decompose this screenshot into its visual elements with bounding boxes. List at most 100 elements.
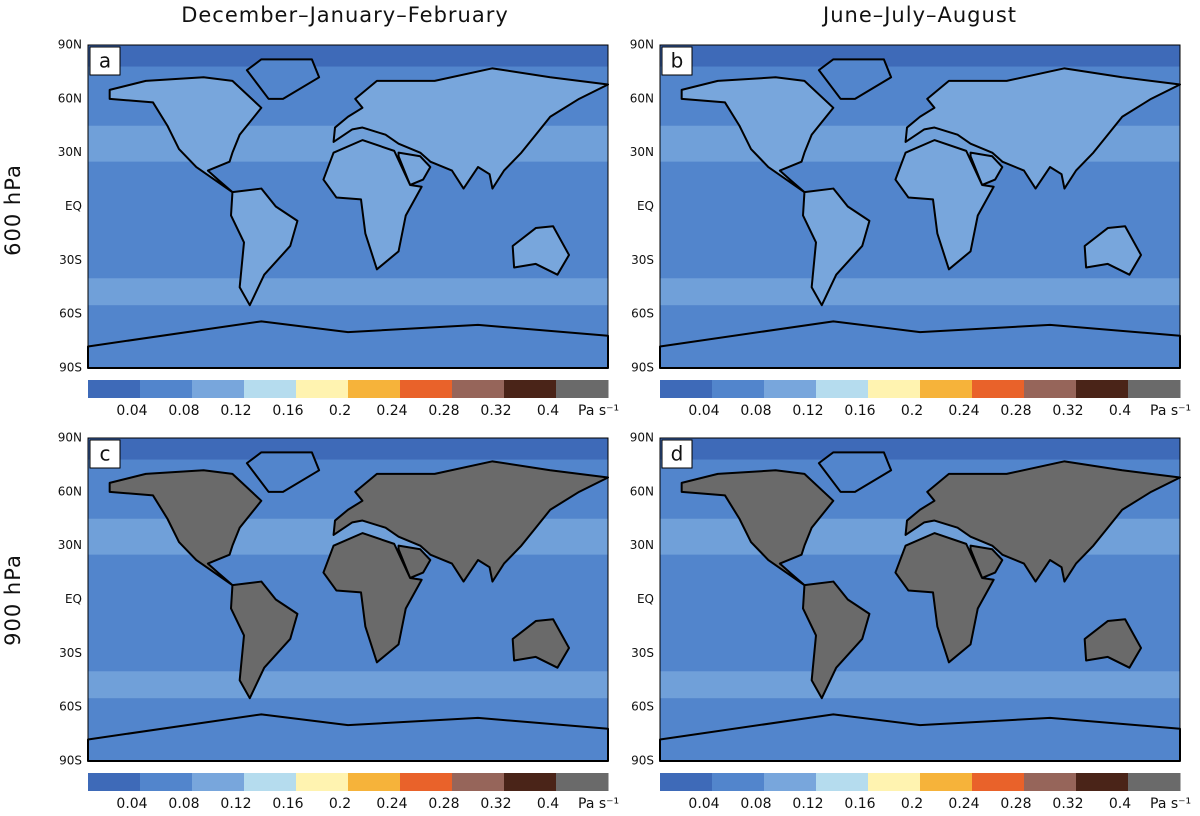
map-panel: d 90N 60N 30N EQ 30S 60S 90S 0.04 0.08 0.12 0.16 0.2… bbox=[630, 431, 1191, 813]
ocean-band bbox=[660, 278, 1180, 306]
colorbar-swatch bbox=[868, 380, 921, 398]
lat-label: 30S bbox=[631, 253, 654, 267]
panel-letter-box bbox=[661, 439, 693, 469]
colorbar-swatch bbox=[816, 380, 869, 398]
colorbar-swatch bbox=[140, 380, 193, 398]
polar-band bbox=[660, 438, 1180, 460]
continent bbox=[802, 187, 871, 307]
colorbar-swatch bbox=[244, 380, 297, 398]
colorbar-swatch bbox=[504, 773, 557, 791]
colorbar-swatch bbox=[1128, 773, 1181, 791]
colorbar-swatch bbox=[556, 773, 609, 791]
lat-label: 30N bbox=[58, 145, 82, 159]
panel-letter-box bbox=[661, 46, 693, 76]
panel-letter: d bbox=[671, 442, 684, 466]
lat-label: 90S bbox=[631, 754, 654, 768]
lat-label: 60S bbox=[59, 700, 82, 714]
continent bbox=[397, 544, 432, 579]
colorbar-tick-label: 0.04 bbox=[116, 796, 147, 812]
lat-label: 60N bbox=[58, 484, 82, 498]
colorbar-swatch bbox=[400, 773, 453, 791]
colorbar-swatch bbox=[400, 380, 453, 398]
continent bbox=[969, 151, 1004, 186]
lat-label: EQ bbox=[637, 592, 654, 606]
lat-label: 30N bbox=[58, 538, 82, 552]
lat-label: 30S bbox=[59, 253, 82, 267]
colorbar-tick-label: 0.32 bbox=[1052, 403, 1083, 419]
lat-label: 60S bbox=[631, 307, 654, 321]
colorbar-tick-label: 0.4 bbox=[537, 796, 559, 812]
lat-label: 30S bbox=[631, 646, 654, 660]
lat-label: 90N bbox=[630, 38, 654, 52]
colorbar-tick-label: 0.28 bbox=[1000, 796, 1031, 812]
panel-letter: a bbox=[99, 49, 111, 73]
lat-label: 30S bbox=[59, 646, 82, 660]
colorbar-swatch bbox=[1128, 380, 1181, 398]
map-frame bbox=[659, 44, 1181, 369]
polar-band bbox=[88, 45, 608, 67]
continent bbox=[108, 469, 263, 587]
colorbar-tick-label: 0.12 bbox=[220, 403, 251, 419]
colorbar-tick-label: 0.24 bbox=[948, 403, 979, 419]
colorbar-unit: Pa s⁻¹ bbox=[578, 796, 619, 812]
colorbar-swatch bbox=[1076, 773, 1129, 791]
colorbar-swatch bbox=[348, 773, 401, 791]
continent bbox=[397, 151, 432, 186]
continent bbox=[332, 67, 609, 190]
ocean-band bbox=[88, 278, 608, 306]
colorbar-swatch bbox=[504, 380, 557, 398]
colorbar-tick-label: 0.16 bbox=[844, 796, 875, 812]
continent bbox=[332, 460, 609, 583]
colorbar-tick-label: 0.08 bbox=[168, 403, 199, 419]
colorbar-tick-label: 0.32 bbox=[480, 403, 511, 419]
map-frame bbox=[659, 437, 1181, 762]
lat-label: 90S bbox=[631, 361, 654, 375]
colorbar-swatch bbox=[920, 773, 973, 791]
continent bbox=[511, 618, 570, 669]
lat-label: EQ bbox=[65, 199, 82, 213]
colorbar-tick-label: 0.28 bbox=[428, 403, 459, 419]
colorbar-tick-label: 0.24 bbox=[376, 403, 407, 419]
continent bbox=[511, 225, 570, 276]
panel-letter-box bbox=[89, 439, 121, 469]
row-label: 600 hPa bbox=[1, 164, 25, 256]
continent bbox=[680, 469, 835, 587]
lat-label: 60N bbox=[630, 484, 654, 498]
colorbar-swatch bbox=[660, 380, 713, 398]
continent bbox=[245, 451, 321, 493]
colorbar-swatch bbox=[88, 773, 141, 791]
colorbar-tick-label: 0.04 bbox=[116, 403, 147, 419]
colorbar-unit: Pa s⁻¹ bbox=[1150, 796, 1191, 812]
colorbar-tick-label: 0.12 bbox=[792, 403, 823, 419]
colorbar-tick-label: 0.12 bbox=[792, 796, 823, 812]
continent bbox=[969, 544, 1004, 579]
colorbar-swatch bbox=[712, 380, 765, 398]
colorbar-tick-label: 0.16 bbox=[844, 403, 875, 419]
lat-label: 30N bbox=[630, 538, 654, 552]
panel-letter-box bbox=[89, 46, 121, 76]
colorbar-swatch bbox=[972, 380, 1025, 398]
colorbar-swatch bbox=[192, 773, 245, 791]
colorbar-swatch bbox=[764, 773, 817, 791]
ocean-band bbox=[660, 671, 1180, 699]
map-panel: c 90N 60N 30N EQ 30S 60S 90S 0.04 0.08 0.12 0.16 0.2… bbox=[58, 431, 619, 813]
colorbar-swatch bbox=[1024, 380, 1077, 398]
colorbar-tick-label: 0.12 bbox=[220, 796, 251, 812]
continent bbox=[322, 139, 423, 271]
colorbar-tick-label: 0.16 bbox=[272, 796, 303, 812]
colorbar-swatch bbox=[192, 380, 245, 398]
colorbar-swatch bbox=[712, 773, 765, 791]
colorbar-swatch bbox=[660, 773, 713, 791]
polar-band bbox=[660, 45, 1180, 67]
lat-label: 60S bbox=[631, 700, 654, 714]
colorbar-tick-label: 0.2 bbox=[329, 403, 351, 419]
continent bbox=[230, 580, 299, 700]
colorbar-swatch bbox=[1076, 380, 1129, 398]
colorbar-tick-label: 0.4 bbox=[537, 403, 559, 419]
colorbar-tick-label: 0.16 bbox=[272, 403, 303, 419]
colorbar-swatch bbox=[920, 380, 973, 398]
continent bbox=[802, 580, 871, 700]
continent bbox=[817, 451, 893, 493]
colorbar-swatch bbox=[764, 380, 817, 398]
colorbar-swatch bbox=[816, 773, 869, 791]
